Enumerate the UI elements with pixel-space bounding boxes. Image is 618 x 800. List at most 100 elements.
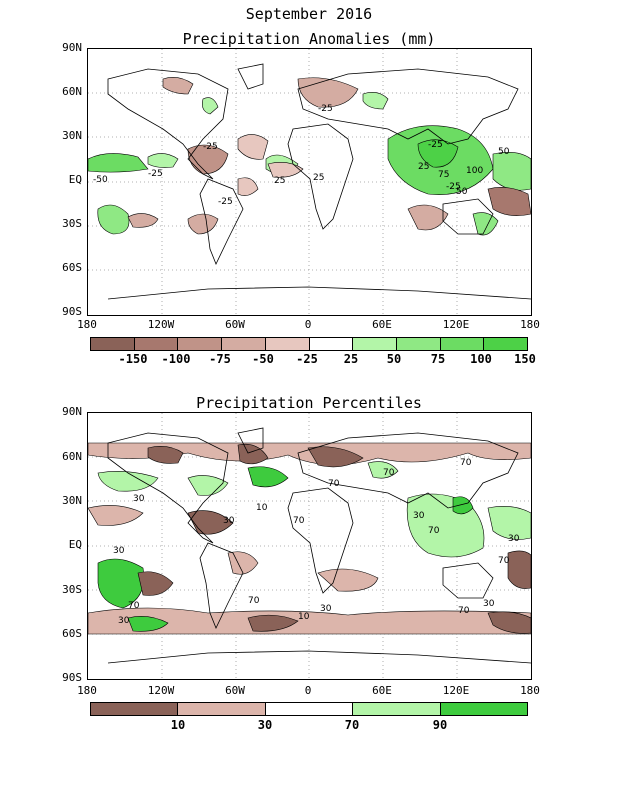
map2-colorbar-label: 90 bbox=[432, 718, 448, 732]
map2-colorbar-label: 30 bbox=[257, 718, 273, 732]
map1-colorbar-label: 25 bbox=[343, 352, 359, 366]
map2-contour-label: 70 bbox=[460, 458, 472, 468]
map2-lon-label: 120W bbox=[147, 684, 175, 697]
map2-frame: 70 70 70 30 30 10 30 70 30 30 70 30 70 1… bbox=[87, 412, 532, 680]
map2-lon-label: 180 bbox=[520, 684, 540, 697]
map1-contour-labels: -25 -25 -25 -25 -50 25 25 -25 25 50 100 … bbox=[93, 104, 510, 207]
map2-contour-label: 70 bbox=[128, 601, 140, 611]
map2-lat-label: 90N bbox=[62, 405, 82, 418]
map1-colorbar-label: 150 bbox=[514, 352, 536, 366]
map1-lat-label: 90S bbox=[62, 305, 82, 318]
map2-lat-label: 60N bbox=[62, 450, 82, 463]
map2-colorbar-swatch bbox=[440, 703, 528, 715]
map2-plot: 70 70 70 30 30 10 30 70 30 30 70 30 70 1… bbox=[88, 413, 531, 679]
map1-colorbar bbox=[90, 337, 528, 351]
map2-lon-label: 180 bbox=[77, 684, 97, 697]
map2-contour-label: 70 bbox=[428, 526, 440, 536]
map2-contour-label: 70 bbox=[248, 596, 260, 606]
map1-lat-label: 90N bbox=[62, 41, 82, 54]
map1-contour-label: 25 bbox=[313, 173, 324, 183]
map2-colorbar-label: 10 bbox=[170, 718, 186, 732]
map2-contour-label: 30 bbox=[413, 511, 425, 521]
map1-contour-label: 25 bbox=[274, 176, 285, 186]
map1-lon-label: 180 bbox=[520, 318, 540, 331]
map1-colorbar-swatch bbox=[91, 338, 135, 350]
map2-contour-label: 30 bbox=[133, 494, 145, 504]
map2-contour-label: 10 bbox=[298, 612, 310, 622]
map1-colorbar-label: 75 bbox=[430, 352, 446, 366]
map2-contour-label: 10 bbox=[256, 503, 268, 513]
map1-lat-label: 30N bbox=[62, 129, 82, 142]
map1-lat-label: 60N bbox=[62, 85, 82, 98]
map2-percentile-patches bbox=[88, 442, 531, 635]
map1-title: Precipitation Anomalies (mm) bbox=[182, 30, 436, 48]
map1-contour-label: 50 bbox=[498, 147, 510, 157]
map2-colorbar bbox=[90, 702, 528, 716]
map2-title: Precipitation Percentiles bbox=[196, 394, 422, 412]
map1-colorbar-swatch bbox=[353, 338, 397, 350]
map1-frame: -25 -25 -25 -25 -50 25 25 -25 25 50 100 … bbox=[87, 48, 532, 316]
map2-contour-label: 30 bbox=[483, 599, 495, 609]
map1-colorbar-label: -75 bbox=[209, 352, 231, 366]
map1-colorbar-swatch bbox=[222, 338, 266, 350]
map1-colorbar-label: -100 bbox=[161, 352, 191, 366]
map1-colorbar-swatch bbox=[265, 338, 310, 350]
map1-colorbar-swatch bbox=[309, 338, 354, 350]
map2-lat-label: EQ bbox=[68, 538, 82, 551]
map1-coastlines bbox=[107, 63, 531, 300]
map1-lon-label: 180 bbox=[77, 318, 97, 331]
map1-colorbar-label: 100 bbox=[470, 352, 492, 366]
map1-lon-label: 120E bbox=[442, 318, 470, 331]
map2-colorbar-swatch bbox=[265, 703, 354, 715]
map1-contour-label: 25 bbox=[418, 162, 429, 172]
map1-lat-label: EQ bbox=[68, 173, 82, 186]
map1-contour-label: -25 bbox=[318, 104, 333, 114]
map1-colorbar-label: -50 bbox=[252, 352, 274, 366]
map1-colorbar-swatch bbox=[178, 338, 223, 350]
map1-contour-label: -50 bbox=[93, 175, 108, 185]
map2-colorbar-label: 70 bbox=[344, 718, 360, 732]
map1-lon-label: 120W bbox=[147, 318, 175, 331]
map1-colorbar-label: -25 bbox=[296, 352, 318, 366]
map2-contour-label: 30 bbox=[223, 516, 235, 526]
map1-colorbar-label: 50 bbox=[386, 352, 402, 366]
map2-coastlines bbox=[107, 427, 531, 664]
map2-contour-label: 70 bbox=[458, 606, 470, 616]
map2-contour-label: 30 bbox=[508, 534, 520, 544]
map2-contour-label: 30 bbox=[113, 546, 125, 556]
map2-colorbar-swatch bbox=[91, 703, 179, 715]
map2-contour-label: 30 bbox=[118, 616, 130, 626]
map1-colorbar-swatch bbox=[396, 338, 441, 350]
map1-contour-label: -25 bbox=[446, 182, 461, 192]
map1-colorbar-label: -150 bbox=[118, 352, 148, 366]
map2-lon-label: 60W bbox=[225, 684, 245, 697]
map2-colorbar-swatch bbox=[178, 703, 266, 715]
map2-contour-labels: 70 70 70 30 30 10 30 70 30 30 70 30 70 1… bbox=[113, 458, 520, 626]
map1-colorbar-swatch bbox=[134, 338, 179, 350]
map2-contour-label: 70 bbox=[293, 516, 305, 526]
map1-contour-label: 75 bbox=[438, 170, 449, 180]
map1-contour-label: 50 bbox=[456, 187, 468, 197]
map1-colorbar-swatch bbox=[440, 338, 485, 350]
map2-lon-label: 60E bbox=[372, 684, 392, 697]
map2-contour-label: 70 bbox=[328, 479, 340, 489]
map1-plot: -25 -25 -25 -25 -50 25 25 -25 25 50 100 … bbox=[88, 49, 531, 315]
map2-lat-label: 30N bbox=[62, 494, 82, 507]
map2-contour-label: 70 bbox=[498, 556, 510, 566]
map1-lon-label: 60E bbox=[372, 318, 392, 331]
map2-lat-label: 30S bbox=[62, 583, 82, 596]
map2-contour-label: 30 bbox=[320, 604, 332, 614]
map2-contour-label: 70 bbox=[383, 468, 395, 478]
map1-lon-label: 60W bbox=[225, 318, 245, 331]
map2-lon-label: 120E bbox=[442, 684, 470, 697]
map2-lat-label: 60S bbox=[62, 627, 82, 640]
map1-contour-label: -25 bbox=[428, 140, 443, 150]
main-title: September 2016 bbox=[245, 5, 373, 23]
map1-lat-label: 60S bbox=[62, 261, 82, 274]
map1-lon-label: 0 bbox=[304, 318, 312, 331]
map1-colorbar-swatch bbox=[484, 338, 528, 350]
map1-contour-label: -25 bbox=[203, 142, 218, 152]
map1-anomaly-patches bbox=[88, 77, 531, 236]
map1-contour-label: -25 bbox=[218, 197, 233, 207]
map2-lon-label: 0 bbox=[304, 684, 312, 697]
